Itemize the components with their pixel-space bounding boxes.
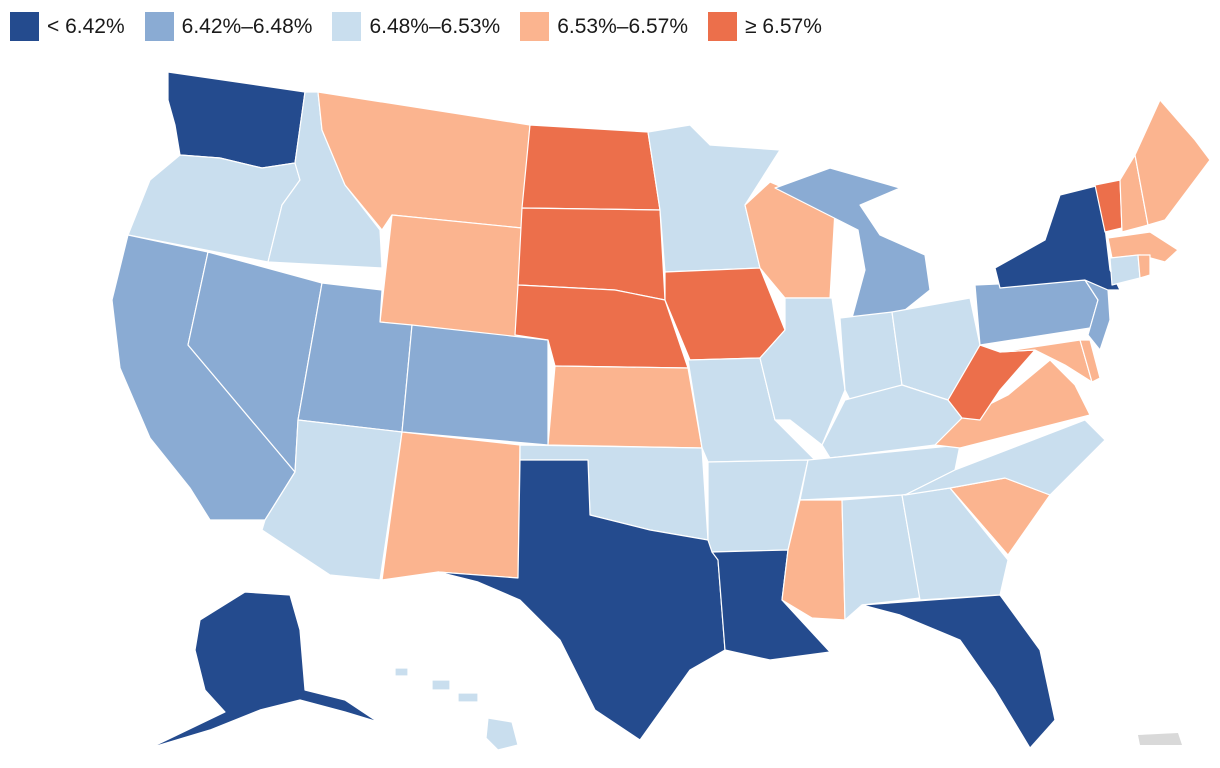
state-nd[interactable] [521,124,661,211]
state-me[interactable] [1134,99,1211,226]
state-ia[interactable] [664,267,786,361]
state-tx[interactable] [437,459,726,741]
legend-item-bin-2: 6.48%–6.53% [332,12,500,41]
legend-swatch [520,12,550,41]
state-wv[interactable] [947,344,1036,421]
state-ks[interactable] [547,365,703,449]
state-co[interactable] [401,324,549,446]
legend-swatch [332,12,362,41]
legend-item-bin-0: < 6.42% [10,12,125,41]
state-mi[interactable] [774,167,931,319]
state-pa[interactable] [974,279,1099,346]
state-ct[interactable] [1109,254,1141,286]
legend-swatch [144,12,174,41]
state-ak[interactable] [149,591,379,749]
state-md[interactable] [999,339,1093,383]
legend-label: 6.48%–6.53% [369,14,501,38]
legend-label: 6.53%–6.57% [557,14,688,38]
legend: < 6.42% 6.42%–6.48% 6.48%–6.53% 6.53%–6.… [10,12,842,41]
state-il[interactable] [759,297,846,446]
state-de[interactable] [1079,339,1101,383]
state-nc[interactable] [904,419,1106,496]
legend-label: 6.42%–6.48% [181,14,313,38]
legend-item-bin-3: 6.53%–6.57% [520,12,688,41]
state-al[interactable] [841,494,921,621]
legend-label: < 6.42% [47,14,125,38]
state-nm[interactable] [381,431,521,581]
legend-label: ≥ 6.57% [745,14,822,38]
state-wy[interactable] [379,214,523,339]
state-hi[interactable] [394,667,519,751]
legend-swatch [708,12,737,41]
puerto-rico [1138,733,1182,745]
state-fl[interactable] [861,594,1056,749]
state-ri[interactable] [1137,254,1151,279]
state-wa[interactable] [167,71,306,169]
legend-item-bin-4: ≥ 6.57% [708,12,822,41]
legend-item-bin-1: 6.42%–6.48% [144,12,313,41]
legend-swatch [10,12,39,41]
